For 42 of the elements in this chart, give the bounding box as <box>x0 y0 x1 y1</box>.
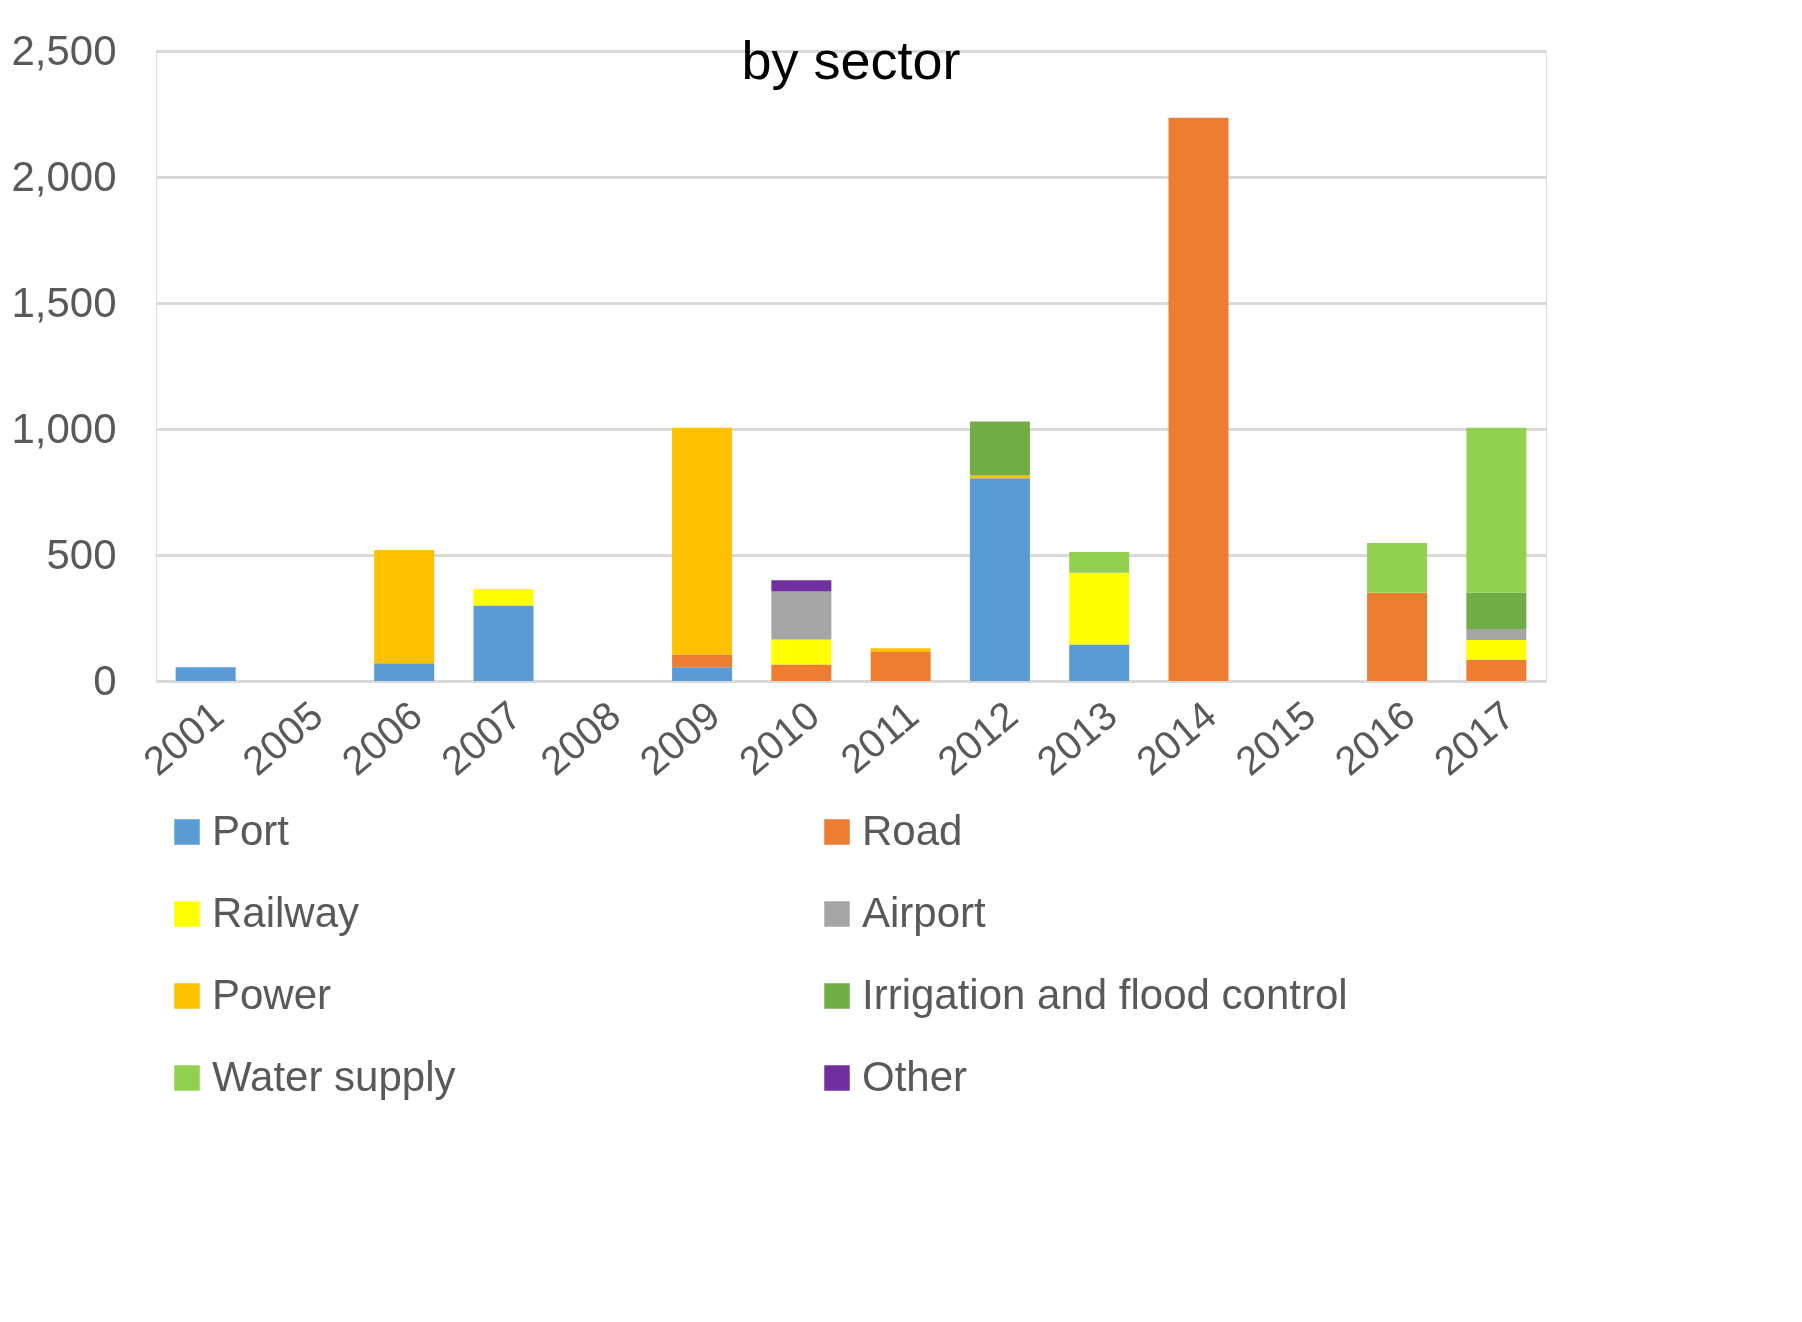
bar <box>1069 572 1130 645</box>
legend-label: Water supply <box>212 1053 456 1100</box>
legend-label: Power <box>212 971 332 1018</box>
legend-label: Port <box>212 807 290 854</box>
bar <box>969 421 1030 476</box>
bar <box>1367 592 1428 681</box>
bar <box>870 648 931 653</box>
bar <box>771 580 832 592</box>
bar <box>1069 551 1130 573</box>
bar <box>1466 629 1527 640</box>
y-tick-label: 2,000 <box>11 152 117 200</box>
bar <box>1168 117 1229 681</box>
bar <box>374 663 435 681</box>
bar <box>672 654 733 668</box>
bar <box>870 652 931 681</box>
y-tick-label: 2,500 <box>11 26 117 74</box>
bar <box>473 589 534 606</box>
y-tick-label: 500 <box>46 530 117 578</box>
legend-label: Road <box>862 807 963 854</box>
legend-label: Airport <box>862 889 987 936</box>
bar <box>969 478 1030 681</box>
bar <box>1466 592 1527 630</box>
legend-label: Railway <box>212 889 360 936</box>
y-tick-label: 1,000 <box>11 404 117 452</box>
legend-label: Other <box>862 1053 968 1100</box>
bar <box>1466 427 1527 593</box>
chart-title: by sector <box>741 30 961 90</box>
y-tick-label: 1,500 <box>11 278 117 326</box>
bar <box>771 639 832 665</box>
bar <box>1466 660 1527 681</box>
bar <box>374 549 435 664</box>
bar <box>771 591 832 640</box>
legend-label: Irrigation and flood control <box>862 971 1348 1018</box>
bar <box>175 667 236 681</box>
bar <box>473 605 534 681</box>
bar <box>672 427 733 655</box>
y-tick-label: 0 <box>93 656 117 704</box>
bar <box>1367 542 1428 593</box>
bar <box>771 664 832 681</box>
bar <box>672 667 733 681</box>
bar <box>1069 644 1130 681</box>
bar <box>1466 639 1527 661</box>
